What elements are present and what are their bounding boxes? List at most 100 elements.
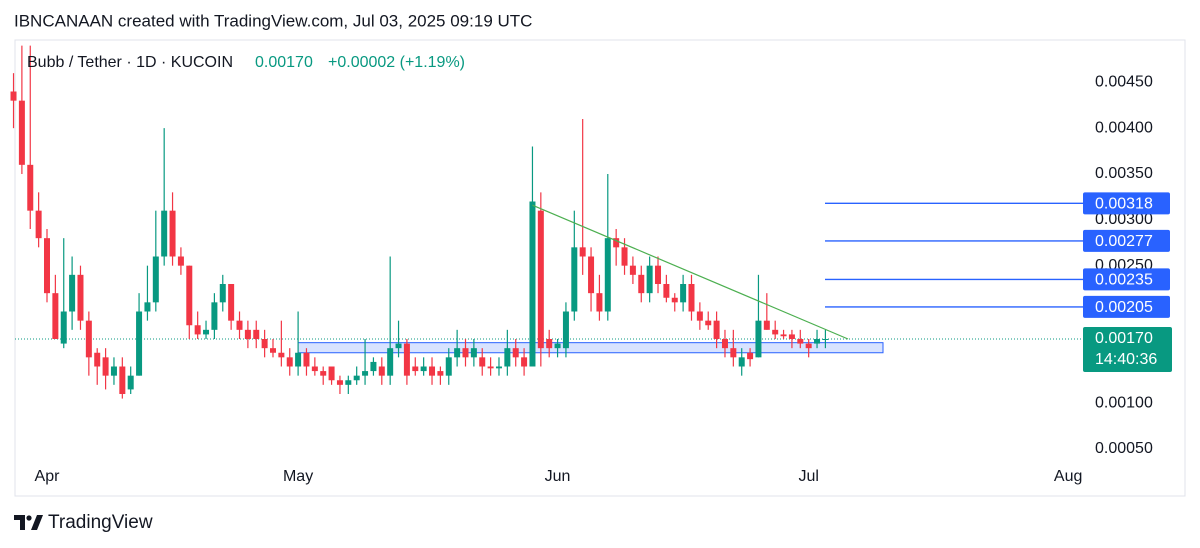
- candle-body: [763, 320, 770, 330]
- candle-body: [646, 265, 653, 294]
- x-tick-label: Aug: [1054, 468, 1082, 485]
- candle-body: [688, 284, 695, 312]
- candle-body: [102, 357, 109, 376]
- candle-body: [554, 343, 561, 349]
- candle-body: [613, 238, 620, 248]
- footer-logo: [14, 515, 43, 530]
- level-label: 0.00318: [1095, 196, 1153, 213]
- candle-body: [588, 256, 595, 294]
- candle-body: [203, 329, 210, 335]
- candle-body: [546, 339, 553, 349]
- candle-body: [504, 348, 511, 367]
- header: IBNCANAAN created with TradingView.com, …: [14, 11, 532, 30]
- support-zone: [297, 342, 884, 354]
- x-tick-label: Apr: [35, 468, 61, 485]
- candle-body: [462, 348, 469, 358]
- candle-body: [822, 339, 829, 340]
- candle-body: [780, 334, 787, 337]
- last-price-box: [1083, 327, 1172, 372]
- candle-body: [236, 320, 243, 330]
- candle-body: [269, 348, 276, 353]
- y-tick-label: 0.00450: [1095, 74, 1153, 91]
- last-price-label: 0.00170: [1095, 330, 1153, 347]
- candle-body: [27, 164, 34, 211]
- candle-body: [638, 274, 645, 294]
- candle-body: [579, 247, 586, 257]
- candle-body: [772, 329, 779, 335]
- candle-body: [621, 247, 628, 266]
- candle-body: [77, 274, 84, 321]
- candle-body: [454, 348, 461, 358]
- candle-body: [412, 366, 419, 372]
- candle-body: [110, 366, 117, 376]
- footer-brand: TradingView: [48, 512, 153, 533]
- candle-body: [420, 366, 427, 372]
- y-tick-label: 0.00350: [1095, 165, 1153, 182]
- candle-body: [403, 343, 410, 376]
- candle-body: [261, 339, 268, 349]
- level-label-box: [1083, 268, 1170, 291]
- candle-body: [336, 380, 343, 385]
- y-tick-label: 0.00300: [1095, 211, 1153, 228]
- candle-body: [152, 256, 159, 303]
- candle-body: [177, 256, 184, 266]
- x-tick-label: Jun: [545, 468, 571, 485]
- candle-body: [52, 293, 59, 339]
- candle-body: [604, 238, 611, 312]
- candle-body: [747, 352, 754, 360]
- candle-body: [94, 352, 101, 367]
- level-label: 0.00277: [1095, 233, 1153, 250]
- candle-body: [755, 320, 762, 358]
- candle-body: [228, 284, 235, 321]
- candle-body: [144, 302, 151, 312]
- candle-body: [345, 380, 352, 385]
- candle-body: [797, 339, 804, 344]
- candle-body: [161, 210, 168, 257]
- candle-body: [730, 348, 737, 358]
- candle-body: [362, 371, 369, 376]
- candle-body: [721, 339, 728, 349]
- level-label-box: [1083, 229, 1170, 252]
- candle-body: [320, 371, 327, 376]
- plot-area: [10, 45, 1083, 399]
- candle-body: [487, 366, 494, 369]
- candle-body: [328, 366, 335, 381]
- candle-body: [495, 366, 502, 369]
- candle-body: [311, 366, 318, 372]
- candle-body: [705, 320, 712, 326]
- candle-body: [713, 320, 720, 339]
- candle-body: [738, 357, 745, 367]
- chart-title: Bubb / Tether · 1D · KUCOIN: [27, 54, 233, 71]
- candle-body: [60, 311, 67, 344]
- x-tick-label: Jul: [798, 468, 818, 485]
- candle-body: [562, 311, 569, 349]
- level-label: 0.00235: [1095, 272, 1153, 289]
- candle-body: [244, 329, 251, 339]
- candle-body: [537, 210, 544, 349]
- candle-body: [470, 348, 477, 358]
- candle-body: [44, 238, 50, 294]
- candle-body: [18, 100, 25, 165]
- candle-body: [655, 265, 662, 284]
- candle-body: [805, 343, 812, 349]
- candle-body: [378, 366, 385, 376]
- candle-body: [571, 247, 578, 312]
- candle-body: [437, 371, 444, 376]
- candle-body: [219, 284, 226, 303]
- candle-body: [479, 357, 486, 367]
- candle-body: [529, 201, 536, 367]
- candle-body: [119, 366, 126, 394]
- candle-body: [295, 352, 302, 367]
- candle-body: [521, 357, 528, 367]
- candle-body: [429, 366, 436, 376]
- candle-body: [136, 311, 143, 376]
- candle-body: [629, 265, 636, 275]
- candle-body: [788, 334, 795, 339]
- candle-body: [680, 284, 687, 303]
- candle-body: [303, 352, 310, 367]
- chart-frame: [14, 39, 1186, 497]
- trendline: [532, 204, 849, 340]
- candle-body: [194, 325, 201, 335]
- candle-body: [278, 352, 285, 358]
